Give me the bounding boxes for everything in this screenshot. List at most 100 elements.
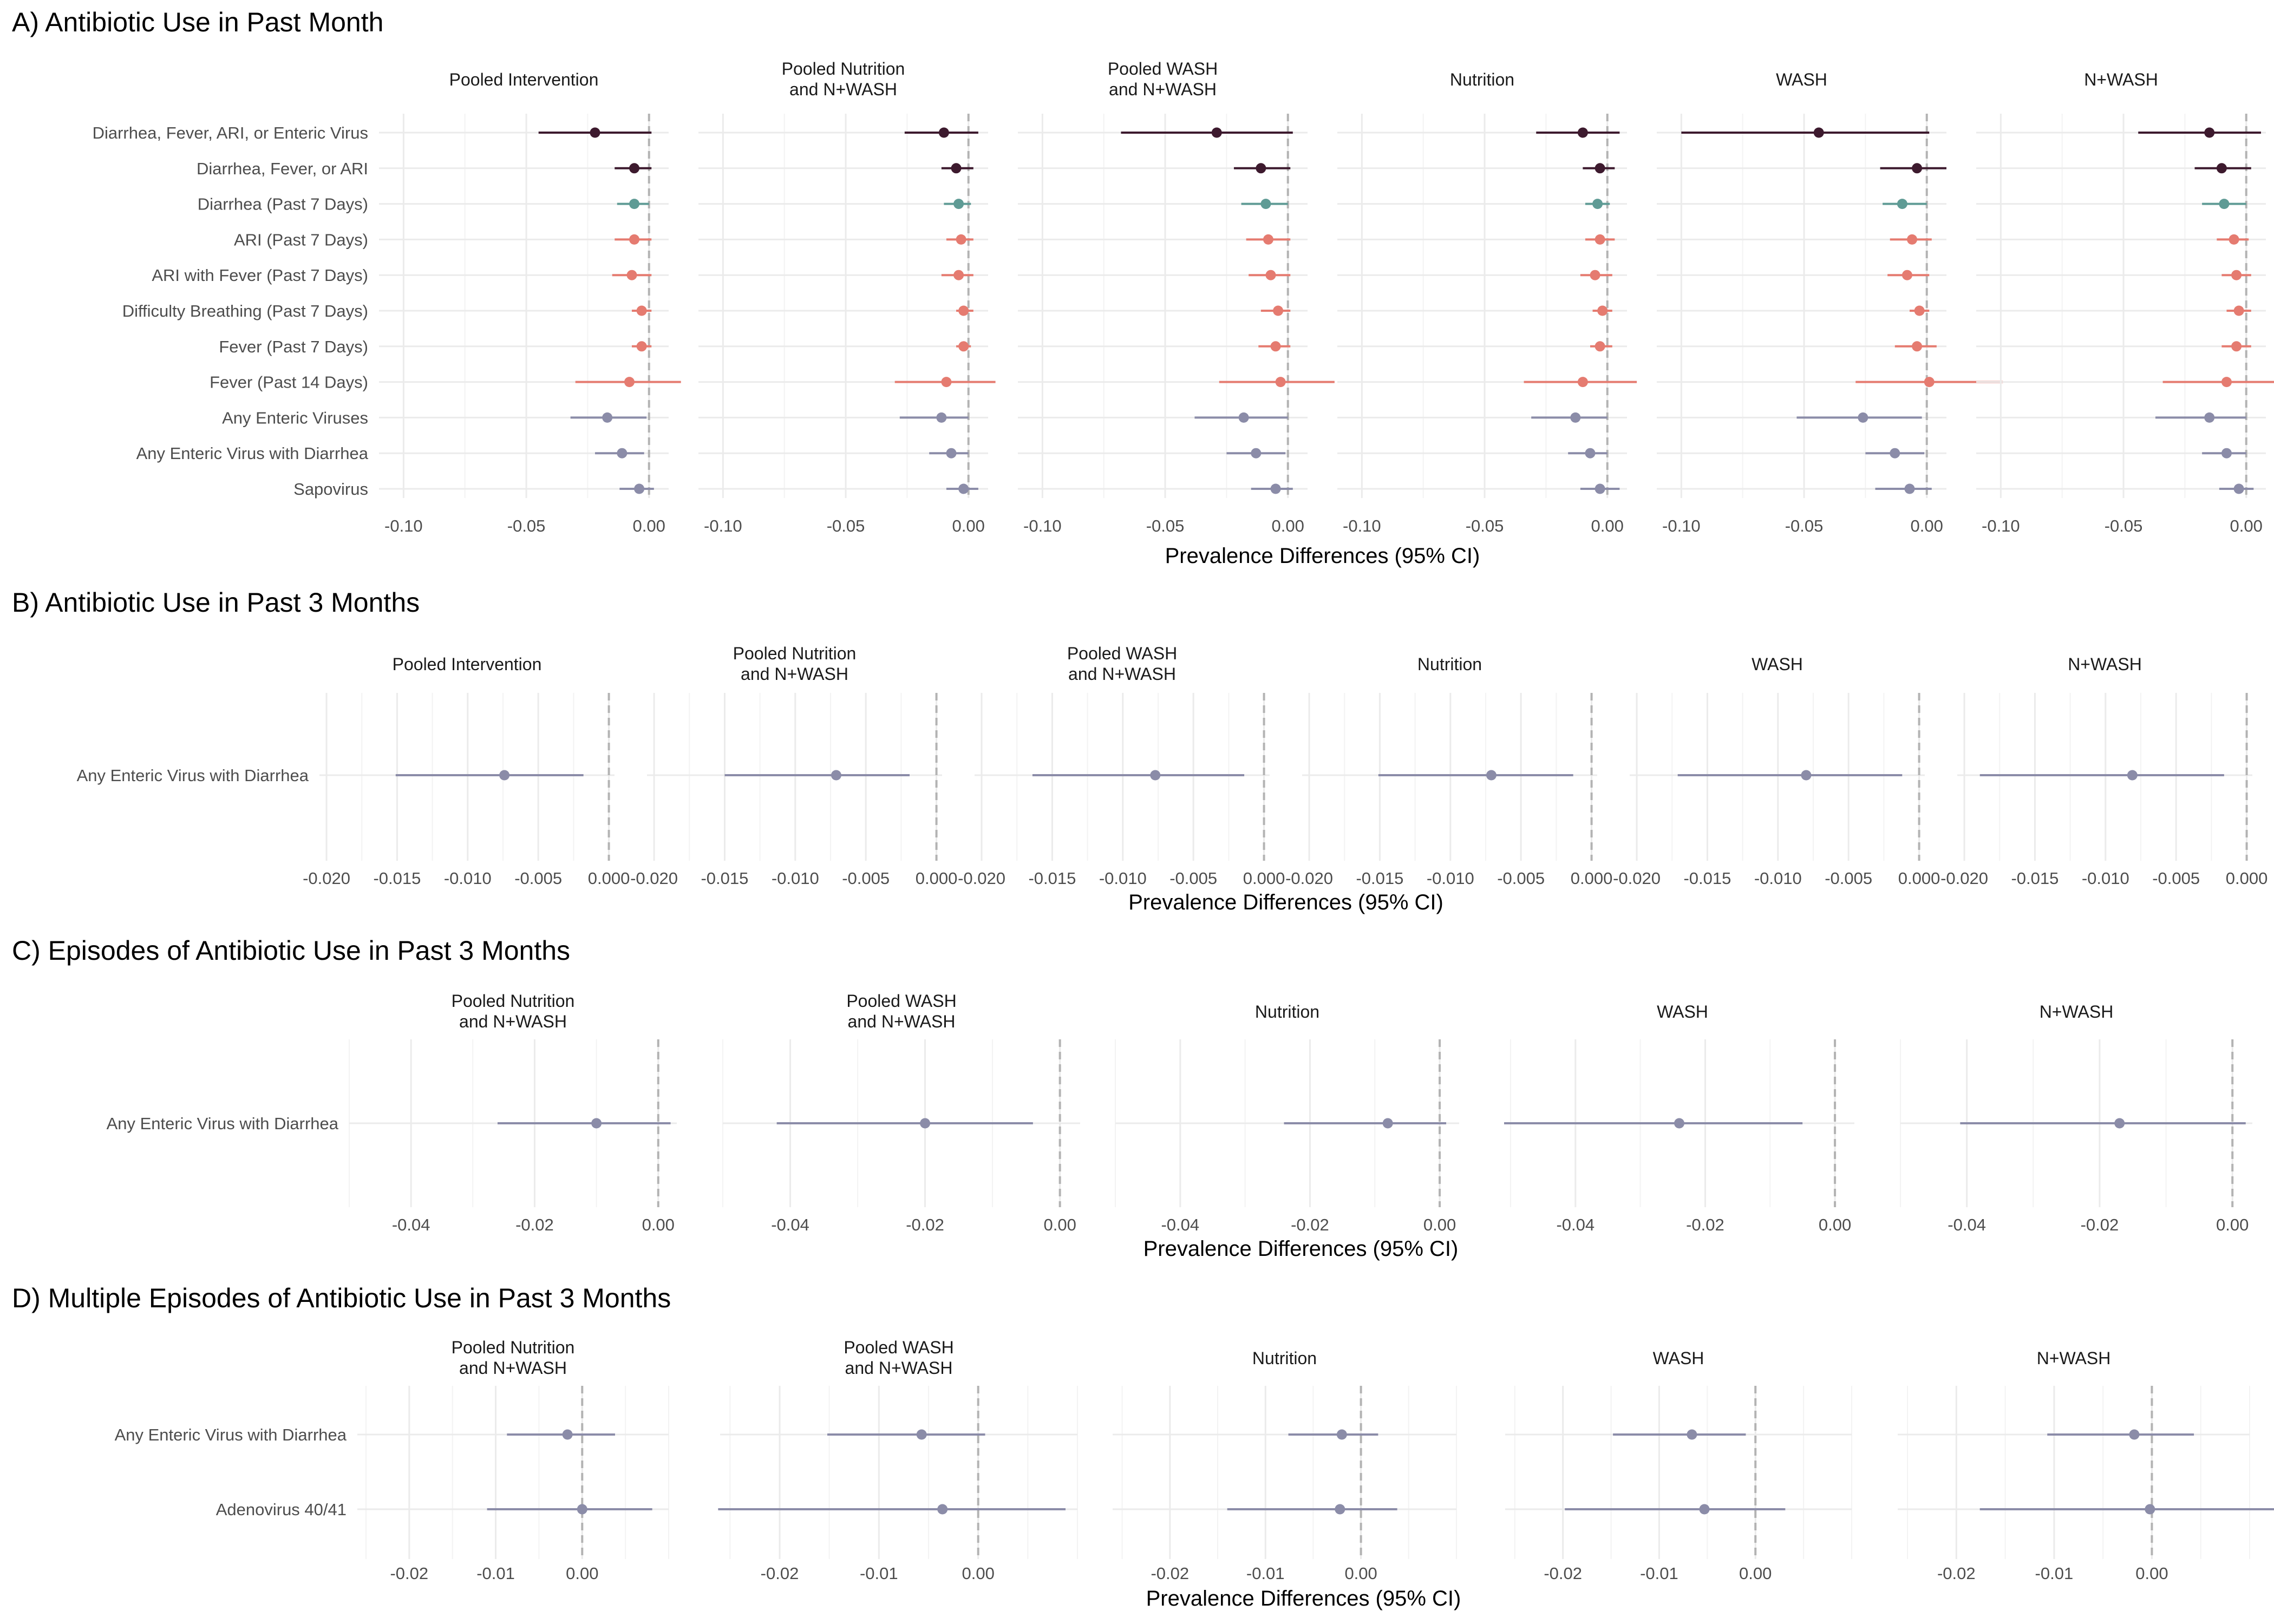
panel-title: A) Antibiotic Use in Past Month [12,7,383,37]
x-tick-label: -0.02 [906,1215,944,1234]
facet: N+WASH -0.10 -0.05 0.00 [1976,70,2274,535]
y-tick-label: Any Enteric Virus with Diarrhea [115,1425,347,1444]
x-tick-label: 0.000 [1243,869,1285,888]
x-tick-label: -0.020 [303,869,350,888]
x-tick-label: -0.010 [772,869,819,888]
y-tick-label: Sapovirus [293,480,368,499]
facet: N+WASH -0.04 -0.02 0.00 [1900,1002,2252,1234]
estimate-point [1150,770,1161,781]
estimate-point [1263,234,1273,245]
estimate-point [953,199,964,209]
x-tick-label: 0.000 [1898,869,1940,888]
estimate-point [2216,163,2227,174]
x-tick-label: 0.00 [952,516,985,535]
x-tick-label: -0.020 [1613,869,1661,888]
facet-title: Pooled WASH and N+WASH [844,1338,953,1378]
y-tick-label: Difficulty Breathing (Past 7 Days) [122,302,368,320]
x-tick-label: -0.04 [771,1215,809,1234]
facet-title: N+WASH [2040,1002,2114,1021]
estimate-point [2127,770,2138,781]
estimate-point [636,305,647,316]
estimate-point [1912,163,1923,174]
estimate-point [629,199,640,209]
estimate-point [1251,448,1262,459]
x-tick-label: -0.01 [476,1564,515,1583]
estimate-point [1595,234,1605,245]
estimate-point [591,1118,602,1129]
estimate-point [951,163,962,174]
facet: WASH -0.10 -0.05 0.00 [1657,70,2003,535]
x-tick-label: -0.02 [1151,1564,1189,1583]
x-tick-label: -0.10 [1343,516,1381,535]
estimate-point [1674,1118,1685,1129]
facet: Nutrition -0.04 -0.02 0.00 [1115,1002,1459,1234]
x-tick-label: 0.00 [1344,1564,1377,1583]
x-tick-label: -0.005 [514,869,562,888]
x-axis-title: Prevalence Differences (95% CI) [1146,1587,1461,1610]
facet: Pooled WASH and N+WASH -0.02 -0.01 0.00 [718,1338,1078,1583]
y-tick-label: Diarrhea, Fever, or ARI [197,159,368,178]
x-tick-label: -0.005 [842,869,890,888]
x-tick-label: 0.00 [1911,516,1943,535]
estimate-point [958,305,969,316]
estimate-point [1275,377,1286,388]
x-tick-label: -0.02 [761,1564,799,1583]
estimate-point [602,412,613,423]
x-tick-label: -0.020 [1940,869,1988,888]
estimate-point [1901,270,1912,280]
facet-title: Pooled WASH and N+WASH [1108,59,1218,99]
x-tick-label: -0.015 [1028,869,1076,888]
estimate-point [1335,1504,1345,1515]
y-tick-label: Any Enteric Virus with Diarrhea [136,444,369,463]
x-tick-label: -0.015 [373,869,421,888]
y-tick-label: Adenovirus 40/41 [216,1500,347,1519]
x-tick-label: -0.010 [444,869,492,888]
x-tick-label: 0.00 [1272,516,1304,535]
x-tick-label: 0.00 [642,1215,675,1234]
x-tick-label: 0.00 [1819,1215,1851,1234]
estimate-point [1590,270,1600,280]
facet: Pooled Intervention -0.020 -0.015 -0.010 -0.… [303,654,630,888]
estimate-point [1256,163,1266,174]
x-tick-label: -0.015 [701,869,748,888]
facet-title: Nutrition [1450,70,1514,89]
x-tick-label: 0.00 [633,516,665,535]
x-tick-label: -0.04 [1948,1215,1986,1234]
panel-d: D) Multiple Episodes of Antibiotic Use i… [12,1283,2274,1610]
estimate-point [1914,305,1925,316]
facet: Pooled Nutrition and N+WASH -0.02 -0.01 0.00 [357,1338,669,1583]
x-tick-label: -0.05 [507,516,546,535]
x-tick-label: -0.01 [860,1564,898,1583]
estimate-point [617,448,628,459]
estimate-point [958,341,969,352]
x-tick-label: -0.010 [1427,869,1474,888]
facet-title: Pooled Intervention [393,654,542,674]
x-tick-label: 0.00 [2230,516,2263,535]
estimate-point [629,234,640,245]
facet: Pooled Intervention -0.10 -0.05 0.00 [379,70,681,535]
y-tick-label: Any Enteric Viruses [222,408,368,427]
x-tick-label: -0.05 [1785,516,1824,535]
facet-title: Pooled Nutrition and N+WASH [733,644,857,684]
x-tick-label: -0.020 [1285,869,1333,888]
x-tick-label: -0.010 [2082,869,2129,888]
estimate-point [1912,341,1923,352]
estimate-point [1699,1504,1710,1515]
x-tick-label: -0.02 [1544,1564,1582,1583]
x-tick-label: -0.04 [1556,1215,1595,1234]
facet-title: WASH [1657,1002,1708,1021]
estimate-point [2129,1429,2140,1440]
facet-title: Pooled Intervention [449,70,599,89]
facet-title: N+WASH [2037,1348,2111,1368]
x-tick-label: -0.020 [630,869,678,888]
panel-title: B) Antibiotic Use in Past 3 Months [12,587,420,618]
x-tick-label: -0.015 [1683,869,1731,888]
estimate-point [1570,412,1581,423]
estimate-point [1890,448,1900,459]
estimate-point [1211,127,1222,138]
facet-title: Pooled WASH and N+WASH [1067,644,1177,684]
x-tick-label: -0.05 [1146,516,1185,535]
estimate-point [946,448,957,459]
estimate-point [1585,448,1596,459]
x-tick-label: -0.04 [392,1215,430,1234]
